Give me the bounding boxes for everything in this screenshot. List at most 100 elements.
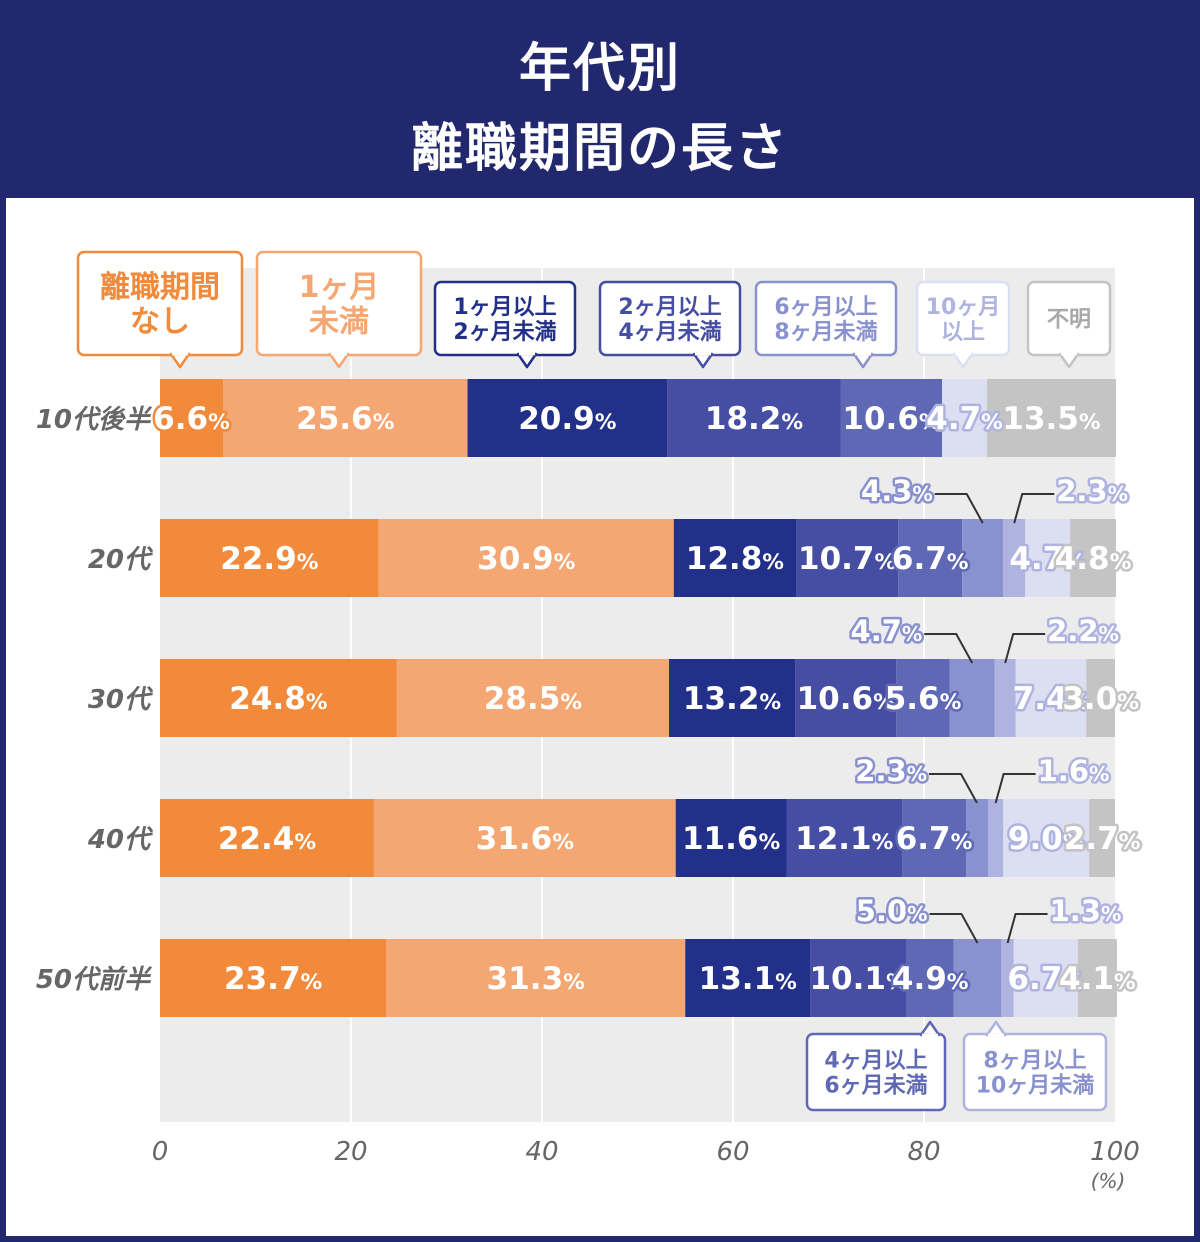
data-label: 4.7% xyxy=(851,614,923,648)
bar-segment xyxy=(994,659,1016,737)
title-line-1: 年代別 xyxy=(518,39,681,99)
legend-label: 10ヶ月 xyxy=(926,295,1001,320)
category-label: 20代 xyxy=(88,545,154,575)
bar-segment xyxy=(1070,519,1116,597)
category-label: 10代後半 xyxy=(36,405,153,435)
legend-label: 2ヶ月以上 xyxy=(618,295,721,320)
callout-leader-line xyxy=(994,773,1036,804)
legend-label: 8ヶ月未満 xyxy=(774,319,877,345)
data-label: 2.3% xyxy=(1056,474,1128,508)
bar-segment xyxy=(902,799,967,877)
bar-segment xyxy=(673,519,797,597)
legend-label: なし xyxy=(130,305,190,340)
data-label: 22.4% xyxy=(218,821,317,857)
data-label: 5.0% xyxy=(856,894,928,928)
data-label: 6.7% xyxy=(1007,961,1084,997)
bar-segment xyxy=(378,519,674,597)
legend-label: 6ヶ月未満 xyxy=(824,1073,927,1099)
data-label: 4.8% xyxy=(1055,541,1132,577)
bar-segment xyxy=(1086,659,1115,737)
data-label: 5.6% xyxy=(885,681,962,717)
category-label: 30代 xyxy=(88,685,154,715)
bar-segment xyxy=(942,379,988,457)
legend-label: 6ヶ月以上 xyxy=(774,295,877,320)
legend-label: 未満 xyxy=(309,305,369,340)
data-label: 6.7% xyxy=(896,821,973,857)
bar-segment xyxy=(1003,799,1090,877)
callout-leader-line xyxy=(929,773,978,804)
legend-label: 4ヶ月以上 xyxy=(824,1048,927,1073)
title-line-2: 離職期間の長さ xyxy=(410,119,789,179)
bar-segment xyxy=(1089,799,1115,877)
title-header: 年代別 離職期間の長さ xyxy=(0,0,1200,198)
bar-segment xyxy=(1077,939,1117,1017)
data-label: 9.0% xyxy=(1008,821,1085,857)
bar-segment xyxy=(667,379,841,457)
callout-leader-line xyxy=(1004,633,1046,664)
legend-box xyxy=(754,280,898,357)
legend-label: 不明 xyxy=(1047,307,1091,332)
x-unit-label: (%) xyxy=(1091,1169,1126,1193)
bar-segment xyxy=(675,799,787,877)
bar-segment xyxy=(896,659,950,737)
category-label: 50代前半 xyxy=(36,965,153,995)
bar-segment xyxy=(962,519,1004,597)
data-label: 28.5% xyxy=(484,681,583,717)
bar-segment xyxy=(467,379,668,457)
data-label: 23.7% xyxy=(224,961,323,997)
data-label: 6.7% xyxy=(892,541,969,577)
data-label: 4.1% xyxy=(1059,961,1136,997)
legend-box xyxy=(76,250,244,357)
callout-leader-line xyxy=(934,493,984,524)
data-label: 12.8% xyxy=(686,541,785,577)
data-label: 30.9% xyxy=(477,541,576,577)
data-label: 25.6% xyxy=(296,401,395,437)
bar-segment xyxy=(966,799,988,877)
data-label: 1.3% xyxy=(1050,894,1122,928)
data-label: 18.2% xyxy=(705,401,804,437)
data-label: 10.6% xyxy=(842,401,941,437)
bar-segment xyxy=(810,939,907,1017)
x-tick-label: 80 xyxy=(907,1137,940,1167)
x-tick-label: 0 xyxy=(152,1137,169,1167)
data-label: 31.6% xyxy=(476,821,575,857)
data-label: 2.3% xyxy=(855,754,927,788)
data-label: 13.1% xyxy=(699,961,798,997)
bar-segment xyxy=(160,379,224,457)
data-label: 4.3% xyxy=(861,474,933,508)
bar-segment xyxy=(160,659,397,737)
data-label: 10.6% xyxy=(797,681,896,717)
bar-segment xyxy=(386,939,686,1017)
data-label: 2.2% xyxy=(1047,614,1119,648)
bar-segment xyxy=(669,659,796,737)
x-tick-label: 40 xyxy=(525,1137,558,1167)
legend-box xyxy=(805,1032,947,1112)
bar-segment xyxy=(796,519,899,597)
legend-item: 不明 xyxy=(1026,280,1112,369)
bar-segment xyxy=(795,659,897,737)
bar-segment xyxy=(1025,519,1071,597)
bar-segment xyxy=(160,939,387,1017)
bar-segment xyxy=(987,379,1116,457)
data-label: 13.5% xyxy=(1002,401,1101,437)
data-label: 10.1% xyxy=(809,961,908,997)
data-label: 11.6% xyxy=(682,821,781,857)
legend-label: 1ヶ月 xyxy=(299,270,380,305)
callout-leader-line xyxy=(924,633,974,664)
bar-segment xyxy=(953,939,1002,1017)
bar-segment xyxy=(1013,939,1078,1017)
callout-leader-line xyxy=(1006,913,1048,944)
bar-segment xyxy=(160,799,374,877)
legend-label: 4ヶ月未満 xyxy=(618,319,721,345)
legend-label: 10ヶ月未満 xyxy=(976,1073,1095,1099)
data-label: 1.6% xyxy=(1038,754,1110,788)
bar-segment xyxy=(223,379,468,457)
data-label: 20.9% xyxy=(518,401,617,437)
